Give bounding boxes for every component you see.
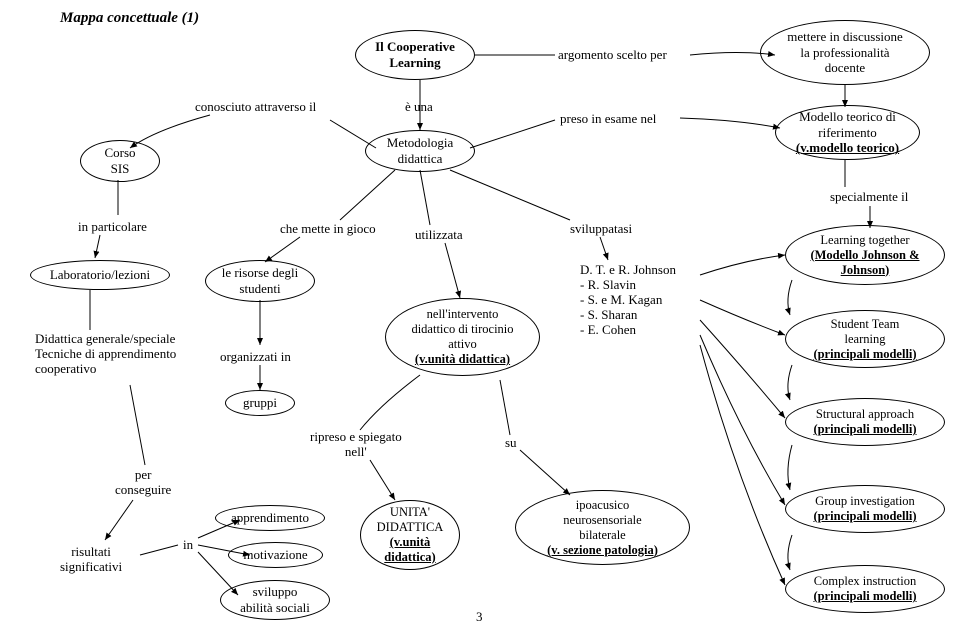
node-group-investigation: Group investigation(principali modelli) [785, 485, 945, 533]
node-unita-didattica: UNITA'DIDATTICA(v.unitàdidattica) [360, 500, 460, 570]
node-modello-teorico: Modello teorico diriferimento(v.modello … [775, 105, 920, 160]
node-text: UNITA'DIDATTICA(v.unitàdidattica) [377, 505, 444, 565]
node-text: apprendimento [231, 510, 309, 526]
node-text: nell'interventodidattico di tirocinioatt… [411, 307, 513, 367]
node-cooperative-learning: Il Cooperative Learning [355, 30, 475, 80]
node-discussione: mettere in discussione la professionalit… [760, 20, 930, 85]
label-ripreso: ripreso e spiegato nell' [310, 430, 402, 460]
node-sviluppo: sviluppo abilità sociali [220, 580, 330, 620]
label-per-conseguire: per conseguire [115, 468, 171, 498]
node-text: sviluppo abilità sociali [240, 584, 310, 615]
node-structural-approach: Structural approach(principali modelli) [785, 398, 945, 446]
node-text: ipoacusiconeurosensorialebilaterale(v. s… [547, 498, 658, 558]
label-utilizzata: utilizzata [415, 228, 463, 243]
node-text: Il Cooperative Learning [375, 39, 455, 70]
node-ipoacusico: ipoacusiconeurosensorialebilaterale(v. s… [515, 490, 690, 565]
node-risorse: le risorse degli studenti [205, 260, 315, 302]
node-metodologia: Metodologia didattica [365, 130, 475, 172]
node-text: Modello teorico diriferimento(v.modello … [796, 109, 899, 156]
label-preso: preso in esame nel [560, 112, 656, 127]
node-text: Corso SIS [104, 145, 135, 176]
node-text: gruppi [243, 395, 277, 411]
node-gruppi: gruppi [225, 390, 295, 416]
node-text: Structural approach(principali modelli) [813, 407, 916, 437]
node-text: le risorse degli studenti [222, 265, 299, 296]
label-didattica-generale: Didattica generale/speciale Tecniche di … [35, 332, 176, 377]
node-text: motivazione [243, 547, 307, 563]
node-learning-together: Learning together(Modello Johnson &Johns… [785, 225, 945, 285]
node-text: Metodologia didattica [387, 135, 453, 166]
label-specialmente: specialmente il [830, 190, 908, 205]
node-text: Laboratorio/lezioni [50, 267, 150, 283]
label-su: su [505, 436, 517, 451]
label-euna: è una [405, 100, 433, 115]
label-sviluppatasi: sviluppatasi [570, 222, 632, 237]
node-student-team: Student Teamlearning(principali modelli) [785, 310, 945, 368]
node-corso-sis: Corso SIS [80, 140, 160, 182]
node-text: Group investigation(principali modelli) [813, 494, 916, 524]
node-complex-instruction: Complex instruction(principali modelli) [785, 565, 945, 613]
node-text: mettere in discussione la professionalit… [787, 29, 903, 76]
node-text: Learning together(Modello Johnson &Johns… [810, 233, 919, 278]
node-text: Complex instruction(principali modelli) [813, 574, 916, 604]
node-motivazione: motivazione [228, 542, 323, 568]
label-conosciuto: conosciuto attraverso il [195, 100, 316, 115]
label-organizzati: organizzati in [220, 350, 291, 365]
node-apprendimento: apprendimento [215, 505, 325, 531]
label-in: in [183, 538, 193, 553]
node-text: Student Teamlearning(principali modelli) [813, 317, 916, 362]
page-number: 3 [476, 610, 483, 625]
label-risultati: risultati significativi [60, 545, 122, 575]
label-che-mette: che mette in gioco [280, 222, 376, 237]
node-intervento: nell'interventodidattico di tirocinioatt… [385, 298, 540, 376]
diagram-title: Mappa concettuale (1) [60, 10, 199, 27]
label-authors: D. T. e R. Johnson - R. Slavin - S. e M.… [580, 263, 676, 338]
node-laboratorio: Laboratorio/lezioni [30, 260, 170, 290]
label-in-particolare: in particolare [78, 220, 147, 235]
label-argomento: argomento scelto per [558, 48, 667, 63]
